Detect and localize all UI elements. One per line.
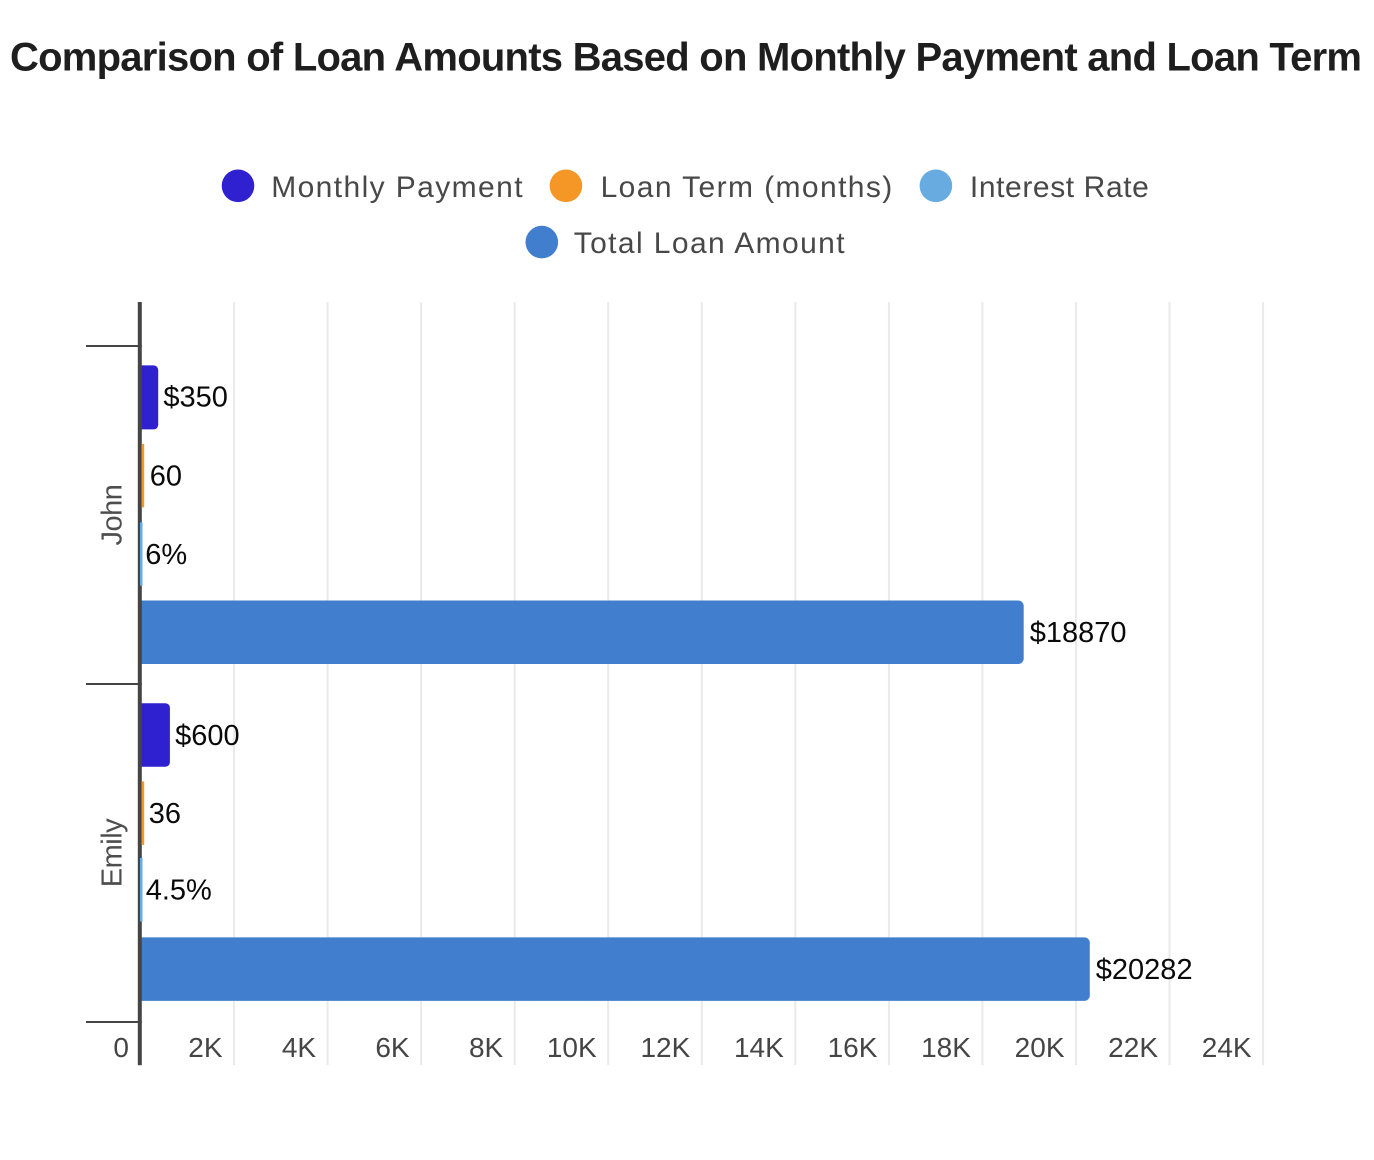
svg-text:6%: 6%: [145, 539, 187, 571]
svg-text:2K: 2K: [188, 1032, 223, 1063]
svg-text:Loan Term (months): Loan Term (months): [601, 171, 894, 204]
svg-text:$350: $350: [163, 382, 228, 414]
svg-text:4.5%: 4.5%: [146, 875, 212, 907]
svg-text:22K: 22K: [1108, 1032, 1158, 1063]
svg-text:4K: 4K: [282, 1032, 317, 1063]
svg-text:0: 0: [113, 1032, 129, 1063]
svg-text:36: 36: [149, 798, 181, 830]
svg-text:$600: $600: [175, 720, 240, 752]
svg-text:John: John: [97, 485, 129, 546]
svg-text:14K: 14K: [734, 1032, 784, 1063]
svg-text:$18870: $18870: [1030, 617, 1127, 649]
svg-text:16K: 16K: [828, 1032, 878, 1063]
svg-text:8K: 8K: [469, 1032, 504, 1063]
svg-text:60: 60: [150, 461, 182, 493]
svg-text:Monthly Payment: Monthly Payment: [271, 171, 524, 204]
svg-text:$20282: $20282: [1096, 954, 1193, 986]
svg-text:Emily: Emily: [97, 818, 129, 887]
svg-text:20K: 20K: [1015, 1032, 1065, 1063]
svg-text:24K: 24K: [1202, 1032, 1252, 1063]
svg-text:Comparison of Loan Amounts Bas: Comparison of Loan Amounts Based on Mont…: [10, 36, 1362, 80]
svg-text:10K: 10K: [547, 1032, 597, 1063]
svg-text:18K: 18K: [921, 1032, 971, 1063]
svg-text:12K: 12K: [640, 1032, 690, 1063]
svg-text:6K: 6K: [375, 1032, 410, 1063]
svg-text:Interest Rate: Interest Rate: [970, 171, 1150, 204]
svg-text:Total Loan Amount: Total Loan Amount: [574, 227, 846, 260]
